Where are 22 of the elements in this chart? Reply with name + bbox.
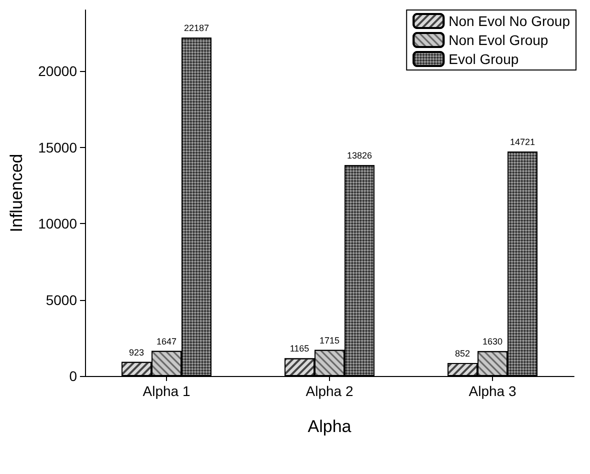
legend-label: Evol Group [448, 51, 519, 67]
data-label: 1165 [290, 344, 310, 354]
legend-label: Non Evol Group [448, 32, 548, 48]
y-tick-label: 10000 [38, 216, 78, 232]
x-tick-label: Alpha 2 [306, 383, 354, 399]
data-label: 1715 [319, 335, 340, 346]
y-axis-title: Influenced [7, 154, 26, 232]
data-label: 852 [454, 348, 470, 359]
data-label: 1647 [156, 336, 177, 346]
legend-label: Non Evol No Group [448, 13, 570, 29]
y-tick-label: 15000 [38, 139, 78, 156]
data-label: 14721 [510, 137, 536, 148]
x-axis-title: Alpha [308, 417, 352, 436]
x-tick-label: Alpha 1 [142, 383, 190, 399]
y-tick-label: 0 [69, 368, 78, 384]
x-tick-label: Alpha 3 [468, 383, 516, 399]
y-tick-label: 5000 [46, 292, 78, 308]
data-label: 923 [128, 347, 144, 358]
data-label: 13826 [346, 150, 372, 161]
y-tick-label: 20000 [38, 63, 78, 79]
data-label: 1630 [482, 336, 503, 347]
data-label: 22187 [184, 23, 210, 34]
